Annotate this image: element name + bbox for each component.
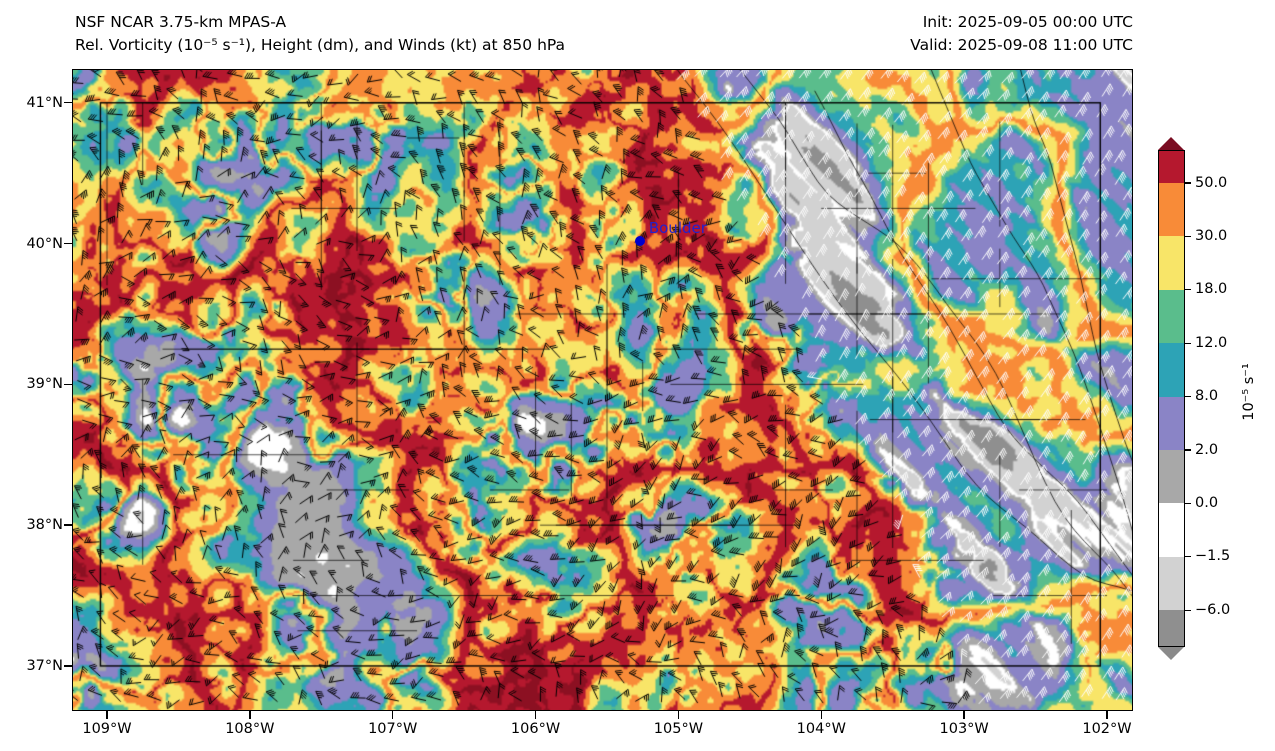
lat-tick-mark — [64, 383, 72, 386]
colorbar-under-arrow — [1158, 647, 1184, 660]
lat-tick-label: 38°N — [26, 517, 63, 534]
colorbar-tick-label: −1.5 — [1195, 548, 1231, 565]
colorbar-band — [1159, 610, 1184, 646]
colorbar-band — [1159, 343, 1184, 397]
colorbar-band — [1159, 289, 1184, 344]
colorbar-tick-label: 2.0 — [1195, 441, 1219, 458]
lon-tick-label: 105°W — [653, 721, 704, 737]
colorbar-tick-label: 50.0 — [1195, 174, 1228, 191]
colorbar-tick-label: −6.0 — [1195, 601, 1231, 618]
colorbar-band — [1159, 556, 1184, 611]
colorbar-tick-label: 8.0 — [1195, 388, 1219, 405]
lat-tick-label: 40°N — [26, 235, 63, 252]
colorbar-bar — [1158, 150, 1185, 647]
boulder-marker-dot — [634, 235, 645, 246]
lon-tick-label: 102°W — [1082, 721, 1132, 737]
vorticity-map-canvas[interactable] — [72, 69, 1133, 711]
colorbar-tick-mark — [1185, 182, 1191, 184]
lon-tick-mark — [534, 711, 537, 719]
lat-tick-mark — [64, 242, 72, 245]
colorbar-band — [1159, 503, 1184, 557]
lat-tick-label: 37°N — [26, 657, 63, 674]
colorbar-tick-mark — [1185, 502, 1191, 505]
lon-tick-label: 109°W — [82, 721, 132, 737]
colorbar-unit-label: 10⁻⁵ s⁻¹ — [1241, 363, 1257, 421]
field-title: Rel. Vorticity (10⁻⁵ s⁻¹), Height (dm), … — [75, 36, 566, 54]
lon-tick-label: 108°W — [225, 721, 275, 737]
colorbar-band — [1159, 396, 1184, 450]
lon-tick-label: 103°W — [939, 721, 989, 737]
colorbar-tick-label: 30.0 — [1195, 227, 1228, 244]
init-time: Init: 2025-09-05 00:00 UTC — [922, 13, 1133, 31]
colorbar-tick-mark — [1185, 556, 1191, 558]
time-block: Init: 2025-09-05 00:00 UTC Valid: 2025-0… — [910, 11, 1133, 57]
colorbar-band — [1159, 236, 1184, 290]
lon-tick-mark — [106, 711, 108, 719]
colorbar-over-arrow — [1158, 137, 1184, 150]
lon-tick-mark — [963, 711, 965, 719]
boulder-marker-label: Boulder — [648, 218, 707, 237]
colorbar-band — [1159, 151, 1184, 183]
lon-tick-label: 104°W — [796, 721, 846, 737]
colorbar-tick-label: 12.0 — [1195, 334, 1228, 351]
lon-tick-label: 106°W — [510, 721, 561, 737]
colorbar-tick-mark — [1185, 235, 1191, 238]
colorbar-tick-mark — [1185, 449, 1191, 451]
lat-tick-label: 41°N — [26, 94, 63, 111]
title-block: NSF NCAR 3.75-km MPAS-A Rel. Vorticity (… — [75, 11, 565, 57]
valid-time: Valid: 2025-09-08 11:00 UTC — [910, 36, 1133, 54]
colorbar-band — [1159, 183, 1184, 237]
lat-tick-mark — [64, 102, 72, 104]
model-title: NSF NCAR 3.75-km MPAS-A — [75, 13, 287, 31]
lon-tick-mark — [677, 711, 680, 719]
colorbar-band — [1159, 450, 1184, 504]
colorbar-tick-label: 18.0 — [1195, 281, 1228, 298]
lon-tick-mark — [820, 711, 822, 719]
colorbar-tick-mark — [1185, 289, 1191, 291]
colorbar-tick-mark — [1185, 395, 1191, 398]
lon-tick-mark — [392, 711, 394, 719]
lat-tick-mark — [64, 665, 72, 667]
colorbar-tick-label: 0.0 — [1195, 494, 1219, 511]
lat-tick-label: 39°N — [26, 376, 63, 393]
colorbar-tick-mark — [1185, 342, 1191, 344]
lon-tick-mark — [1106, 711, 1108, 719]
lat-tick-mark — [64, 524, 72, 526]
lon-tick-label: 107°W — [368, 721, 418, 737]
colorbar-tick-mark — [1185, 609, 1191, 611]
lon-tick-mark — [249, 711, 251, 719]
